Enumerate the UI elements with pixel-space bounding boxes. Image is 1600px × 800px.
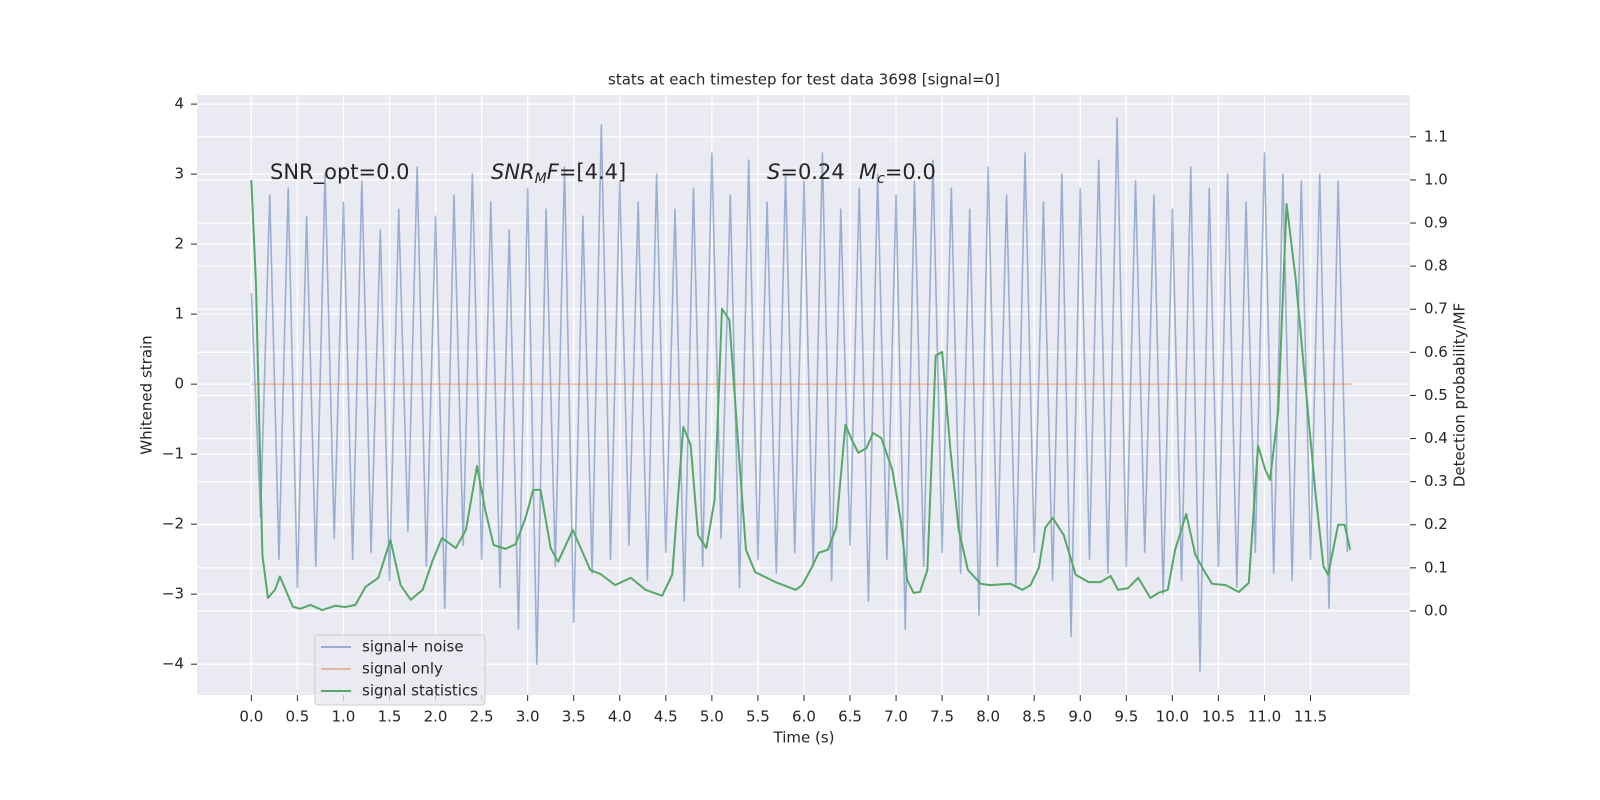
legend-label: signal only [362, 660, 443, 678]
y-tick-label: 0 [174, 375, 184, 393]
y-tick-label: 3 [174, 165, 184, 183]
x-tick-label: 1.5 [378, 708, 402, 726]
y2-tick-label: 0.7 [1424, 300, 1448, 318]
x-tick-label: 3.0 [516, 708, 540, 726]
annotation-part: SNR_opt=0.0 [270, 160, 410, 185]
annotation-part: M [859, 160, 877, 184]
legend-label: signal statistics [362, 682, 478, 700]
x-tick-label: 11.0 [1248, 708, 1281, 726]
annotation-part: =[4.4] [559, 160, 626, 184]
annotation-part: =0.24 [780, 160, 844, 184]
x-tick-label: 4.5 [654, 708, 678, 726]
y-tick-label: −1 [162, 445, 184, 463]
x-tick-label: 7.0 [884, 708, 908, 726]
y2-tick-label: 0.5 [1424, 386, 1448, 404]
series-line [250, 117, 1349, 672]
annotation-part: SNR [491, 160, 535, 184]
x-tick-label: 6.0 [792, 708, 816, 726]
y-axis-label: Whitened strain [138, 335, 156, 454]
x-tick-label: 1.0 [332, 708, 356, 726]
y-tick-label: −4 [162, 655, 184, 673]
x-tick-label: 8.0 [976, 708, 1000, 726]
y2-tick-label: 0.8 [1424, 257, 1448, 275]
x-tick-label: 9.5 [1114, 708, 1138, 726]
x-tick-label: 0.5 [285, 708, 309, 726]
x-tick-label: 2.0 [424, 708, 448, 726]
x-tick-label: 4.0 [608, 708, 632, 726]
annotation-part: c [877, 171, 885, 187]
y2-tick-label: 1.1 [1424, 127, 1448, 145]
annotation-part: S [767, 160, 780, 184]
series-line [250, 179, 1352, 612]
x-axis-label: Time (s) [773, 729, 835, 747]
legend-box [314, 634, 486, 706]
y-tick-label: −3 [162, 585, 184, 603]
y2-tick-label: 0.1 [1424, 558, 1448, 576]
legend-label: signal+ noise [362, 638, 464, 656]
annotation-part: =0.0 [885, 160, 936, 184]
x-tick-label: 5.5 [746, 708, 770, 726]
x-tick-label: 9.0 [1068, 708, 1092, 726]
x-tick-label: 3.5 [562, 708, 586, 726]
y-tick-label: −2 [162, 515, 184, 533]
y2-tick-label: 0.3 [1424, 472, 1448, 490]
y2-tick-label: 0.6 [1424, 343, 1448, 361]
annotation-part: M [535, 171, 547, 187]
annotation: S=0.24 [767, 160, 845, 184]
y2-tick-label: 1.0 [1424, 170, 1448, 188]
y2-tick-label: 0.0 [1424, 601, 1448, 619]
annotation-part: F [547, 160, 560, 184]
x-tick-label: 2.5 [470, 708, 494, 726]
y-tick-label: 1 [174, 305, 184, 323]
x-tick-label: 8.5 [1022, 708, 1046, 726]
y2-tick-label: 0.4 [1424, 429, 1448, 447]
chart-title: stats at each timestep for test data 369… [608, 71, 1000, 89]
annotation: Mc=0.0 [859, 160, 936, 187]
y-tick-label: 2 [174, 235, 184, 253]
y-tick-label: 4 [174, 95, 184, 113]
annotation: SNR_opt=0.0 [270, 160, 410, 185]
y2-tick-label: 0.2 [1424, 515, 1448, 533]
x-tick-label: 10.5 [1202, 708, 1235, 726]
x-tick-label: 6.5 [838, 708, 862, 726]
y2-tick-label: 0.9 [1424, 214, 1448, 232]
x-tick-label: 11.5 [1294, 708, 1327, 726]
x-tick-label: 10.0 [1156, 708, 1189, 726]
x-tick-label: 0.0 [239, 708, 263, 726]
x-tick-label: 5.0 [700, 708, 724, 726]
annotation: SNRMF=[4.4] [491, 160, 626, 187]
y2-axis-label: Detection probability/MF [1451, 303, 1469, 487]
x-tick-label: 7.5 [930, 708, 954, 726]
